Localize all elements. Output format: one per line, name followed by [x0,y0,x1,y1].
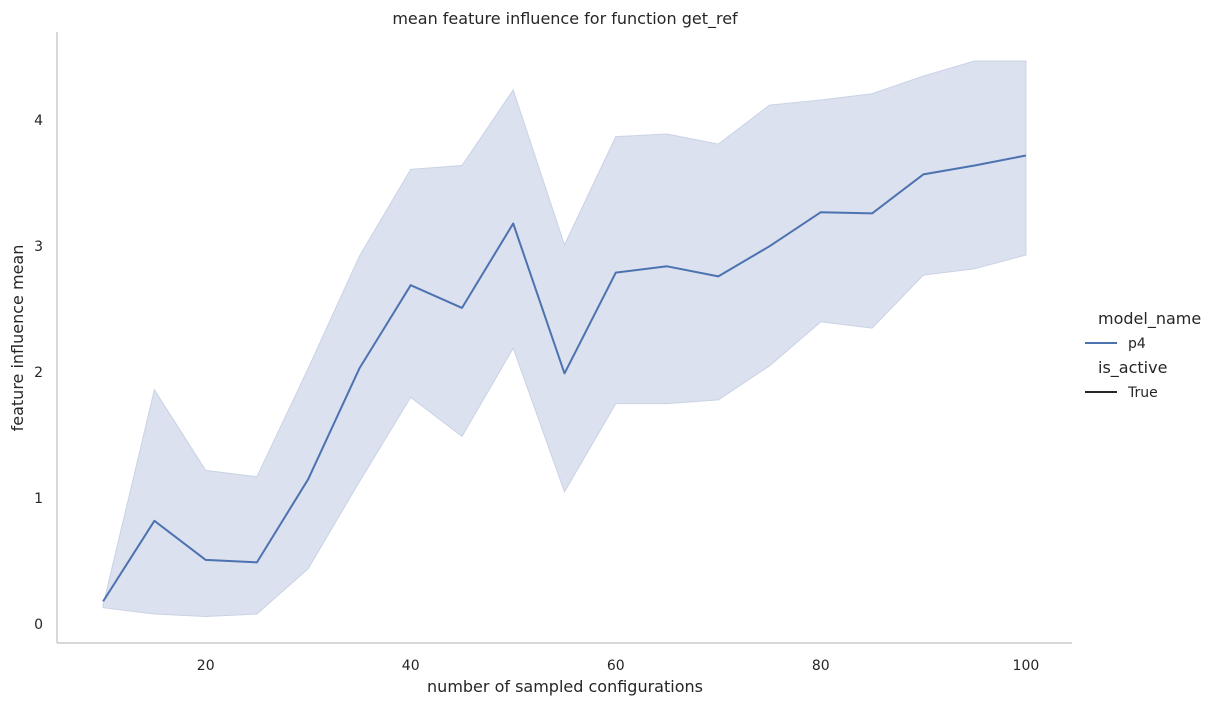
x-tick-label: 80 [812,658,830,674]
legend-entry-label: True [1127,385,1158,401]
legend-entry-label: p4 [1128,336,1146,352]
x-tick-label: 100 [1013,658,1040,674]
plot-area: 20 40 60 80 100 0 1 2 3 4 [34,32,1072,674]
y-tick-label: 3 [34,239,43,255]
y-tick-label: 1 [34,491,43,507]
legend-title: model_name [1098,309,1201,329]
y-tick-label: 2 [34,365,43,381]
y-tick-label: 4 [34,113,43,129]
chart-title: mean feature influence for function get_… [392,9,738,29]
confidence-band-p4 [102,60,1027,618]
x-axis-label: number of sampled configurations [427,677,703,696]
y-axis-label: feature influence mean [8,245,27,432]
x-tick-label: 20 [197,658,215,674]
x-tick-label: 60 [607,658,625,674]
legend-title: is_active [1098,358,1167,378]
legend: model_name p4 is_active True [1085,309,1201,401]
series-line-p4 [102,154,1027,602]
y-tick-label: 0 [34,617,43,633]
x-tick-label: 40 [402,658,420,674]
